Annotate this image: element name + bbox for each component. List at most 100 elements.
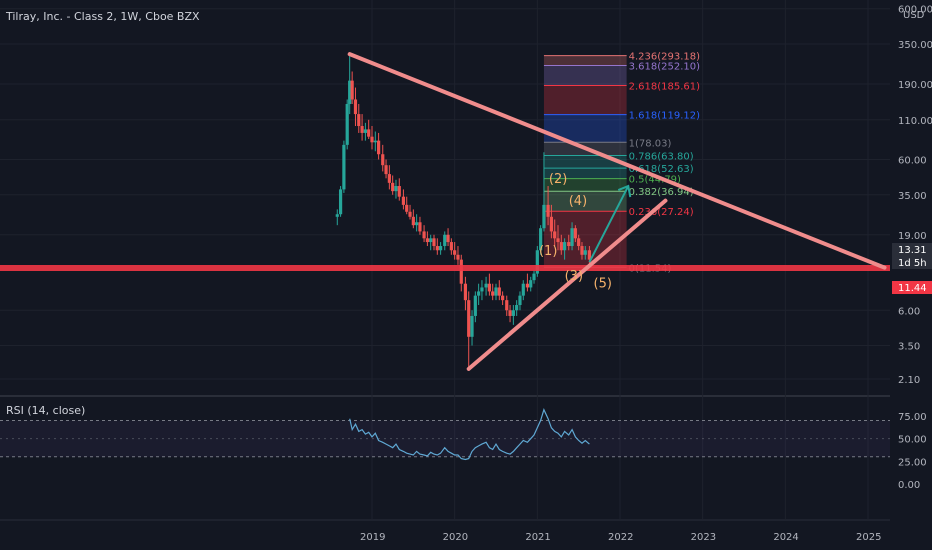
time-tick-label: 2021	[525, 532, 550, 543]
fib-level-label: 0.618(52.63)	[629, 164, 694, 175]
candle-body	[529, 280, 533, 288]
candle-body	[357, 114, 361, 127]
candle-body	[418, 222, 422, 232]
price-badge-label: 1d 5h	[898, 258, 927, 269]
price-tick-label: 110.00	[898, 116, 932, 127]
price-tick-label: 35.00	[898, 191, 927, 202]
time-tick-label: 2024	[773, 532, 798, 543]
time-tick-label: 2022	[608, 532, 633, 543]
trendline-descending-resistance	[347, 52, 887, 270]
candle-body	[505, 300, 509, 311]
candle-body	[463, 283, 468, 301]
candle-body	[408, 211, 412, 217]
rsi-tick-label: 50.00	[898, 435, 927, 446]
fib-level-label: 0.236(27.24)	[629, 207, 694, 218]
candle-body	[525, 283, 530, 288]
candle-body	[577, 238, 581, 247]
candle-body	[439, 246, 443, 251]
candle-body	[473, 295, 477, 316]
time-tick-label: 2020	[443, 532, 468, 543]
rsi-tick-label: 75.00	[898, 412, 927, 423]
candle-body	[432, 238, 436, 247]
fib-zone	[543, 168, 627, 179]
candle-body	[391, 182, 395, 192]
candle-body	[497, 287, 501, 296]
time-tick-label: 2023	[691, 532, 716, 543]
rsi-tick-label: 25.00	[898, 457, 927, 468]
price-tick-label: 3.50	[898, 342, 920, 353]
fib-zone	[543, 65, 627, 86]
candle-body	[435, 246, 439, 251]
candle-body	[377, 140, 381, 155]
candle-body	[397, 186, 401, 197]
fib-zone	[543, 178, 627, 192]
support-line	[0, 264, 890, 271]
candle-body	[521, 283, 525, 296]
price-badge	[892, 280, 932, 294]
fib-level-label: 0.382(36.94)	[629, 187, 694, 198]
candle-body	[511, 310, 515, 316]
candle-body	[501, 295, 505, 301]
candle-body	[411, 216, 415, 226]
candle-body	[563, 242, 567, 251]
candle-body	[518, 295, 522, 306]
candle-body	[363, 129, 367, 133]
time-tick-label: 2019	[360, 532, 385, 543]
price-badge-label: 11.44	[898, 283, 927, 294]
fib-level-label: 4.236(293.18)	[629, 52, 701, 63]
currency-label: USD	[903, 10, 925, 21]
rsi-tick-label: 0.00	[898, 480, 920, 491]
candle-body	[422, 231, 426, 239]
candle-body	[335, 214, 339, 217]
price-badge	[892, 255, 932, 269]
price-tick-label: 600.00	[898, 5, 932, 16]
candle-body	[353, 99, 358, 115]
candle-body	[446, 234, 450, 243]
fib-level-label: 3.618(252.10)	[629, 61, 701, 72]
candle-body	[553, 231, 557, 239]
candle-body	[539, 228, 543, 251]
wave-label: (4)	[569, 194, 587, 209]
candle-body	[342, 144, 346, 190]
candle-body	[480, 287, 484, 292]
candle-body	[453, 250, 457, 255]
candle-body	[487, 283, 491, 292]
price-axis-strip	[890, 0, 932, 550]
axes: 600.00 350.00 190.00 110.00 60.00 35.00 19.00 6…	[360, 0, 932, 550]
candle-body	[549, 216, 553, 232]
fib-level-label: 2.618(185.61)	[629, 82, 701, 93]
candle-body	[360, 126, 364, 133]
candle-body	[459, 259, 463, 284]
candle-body	[425, 238, 429, 243]
fib-level-label: 0.786(63.80)	[629, 151, 694, 162]
candle-body	[387, 174, 391, 183]
rsi-line	[349, 408, 590, 461]
candle-body	[401, 196, 406, 205]
price-tick-label: 19.00	[898, 231, 927, 242]
candle-body	[405, 204, 409, 212]
fib-zone	[543, 191, 627, 212]
candle-body	[443, 234, 447, 247]
candle-body	[345, 103, 349, 145]
candle-body	[429, 238, 433, 243]
fib-level-label: 1(78.03)	[629, 138, 672, 149]
fib-zone	[543, 155, 627, 169]
candle-body	[456, 254, 460, 260]
candle-body	[484, 283, 488, 288]
price-tick-label: 2.10	[898, 375, 920, 386]
time-tick-label: 2025	[856, 532, 881, 543]
candle-body	[470, 315, 474, 337]
candle-body	[535, 250, 539, 274]
wave-label: (1)	[539, 244, 557, 259]
candle-body	[384, 165, 388, 175]
candle-body	[546, 204, 550, 217]
candle-body	[559, 242, 563, 251]
candle-body	[373, 140, 377, 143]
wave-label: (5)	[594, 276, 612, 291]
candle-body	[415, 222, 419, 226]
candle-body	[542, 204, 546, 229]
candle-body	[532, 273, 536, 281]
wave-label: (2)	[549, 172, 567, 187]
fib-extension-box: 4.236(293.18)3.618(252.10) 2.618(185.61) 1…	[543, 52, 701, 274]
